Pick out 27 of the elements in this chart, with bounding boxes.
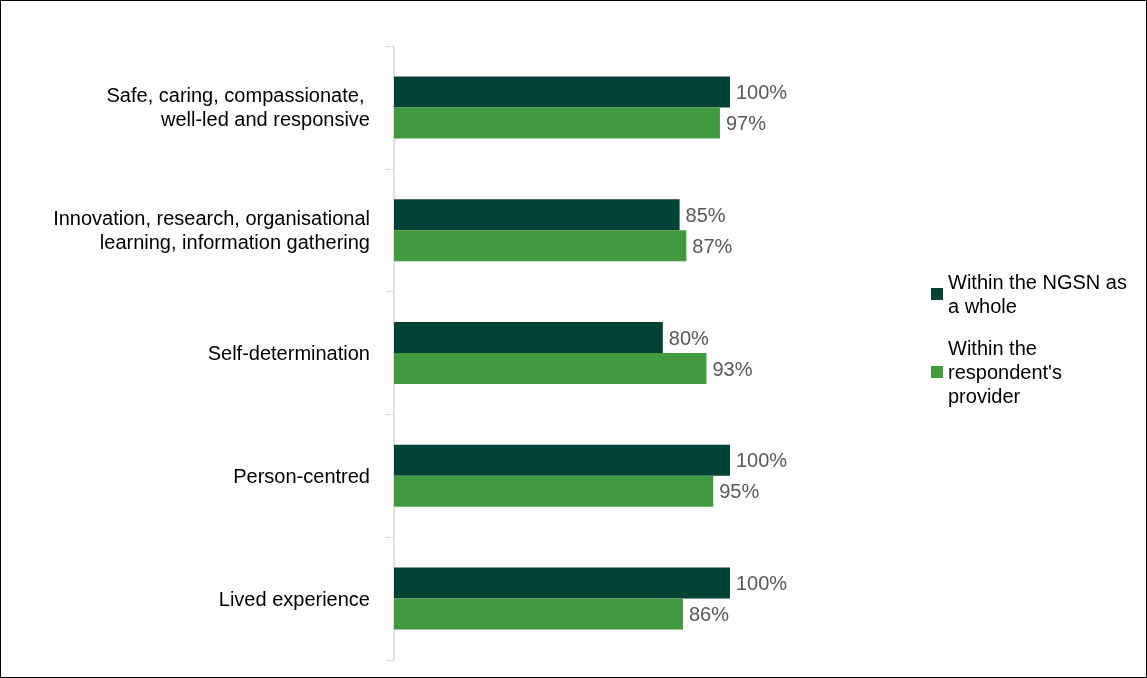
y-tick-label: Person-centred bbox=[233, 464, 370, 487]
legend-label: Within the respondent's provider bbox=[948, 337, 1068, 407]
bar bbox=[394, 353, 707, 384]
data-label: 100% bbox=[736, 80, 788, 103]
bar bbox=[394, 230, 687, 262]
data-label: 100% bbox=[736, 449, 788, 472]
y-tick-label: Self-determination bbox=[207, 342, 370, 364]
data-label: 85% bbox=[685, 203, 726, 226]
legend-label: Within the NGSN as a whole bbox=[948, 271, 1133, 317]
bar bbox=[394, 567, 730, 599]
data-label: 93% bbox=[712, 357, 753, 380]
data-label: 80% bbox=[668, 326, 710, 349]
y-tick-label: Lived experience bbox=[218, 587, 370, 610]
y-tick-label: Safe, caring, compassionate, well-led and responsive bbox=[106, 84, 370, 131]
bar bbox=[394, 199, 680, 231]
bar bbox=[394, 598, 683, 630]
data-label: 97% bbox=[725, 111, 767, 134]
bar bbox=[394, 107, 720, 139]
data-label: 87% bbox=[692, 234, 733, 257]
data-label: 95% bbox=[719, 480, 760, 503]
y-tick-label: Innovation, research, organisational learning, information gathering bbox=[53, 207, 370, 254]
bar bbox=[394, 475, 714, 507]
bar bbox=[394, 444, 730, 476]
data-label: 86% bbox=[688, 603, 730, 626]
data-label: 100% bbox=[736, 572, 788, 595]
bar bbox=[394, 322, 663, 353]
bar bbox=[394, 76, 730, 108]
